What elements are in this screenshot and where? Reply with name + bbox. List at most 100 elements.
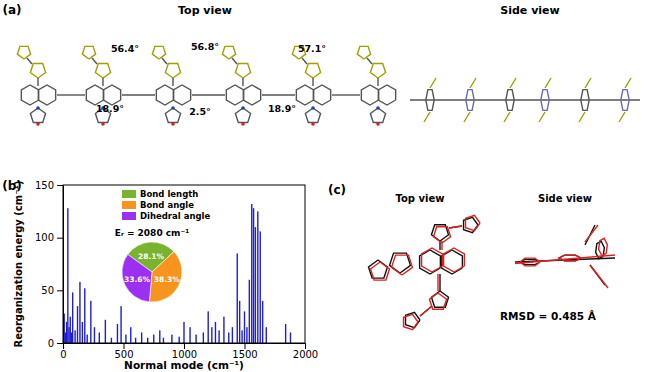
molecule-ring [357, 46, 370, 59]
molecule-bond [377, 78, 378, 86]
bar [84, 288, 85, 343]
molecule-atom [36, 122, 40, 126]
molecule-ring [86, 85, 103, 105]
molecule-ring [30, 108, 45, 122]
molecule-bond [172, 78, 173, 86]
molecule-ring [621, 90, 629, 111]
dihedral-angle: 2.5° [189, 106, 211, 117]
bar [66, 322, 67, 343]
molecule-ring [506, 90, 514, 111]
molecule-ring [426, 90, 434, 111]
tick-label: 50 [41, 285, 54, 296]
bar [111, 338, 112, 343]
tick-mark [57, 238, 63, 239]
bar [260, 231, 261, 343]
molecule-ring [378, 85, 395, 105]
molecule-ring [173, 85, 190, 105]
molecule-bond [420, 306, 432, 316]
molecule-bond [470, 78, 476, 88]
tick-label: 0 [48, 338, 54, 349]
bar [87, 335, 88, 343]
legend-entry: Dihedral angle [140, 211, 210, 221]
view-title: Side view [500, 4, 559, 17]
molecule-bond [464, 112, 470, 122]
bar [211, 327, 212, 343]
molecule-bond [579, 112, 585, 122]
bars [64, 204, 292, 343]
molecule-bond [439, 274, 440, 291]
bar [195, 335, 196, 343]
legend-entry: Bond angle [140, 200, 194, 210]
molecule-ring [370, 64, 385, 78]
bar [244, 311, 245, 343]
figure: (a)Top viewSide view56.4°56.8°57.1°18.9°… [0, 0, 650, 372]
molecule-atom [311, 106, 315, 110]
molecule-ring [235, 108, 250, 122]
plot-frame [63, 185, 305, 343]
molecule-ring [444, 248, 465, 272]
bar [159, 330, 160, 343]
molecule-ring [165, 64, 180, 78]
molecule-bond [367, 58, 372, 64]
bar [71, 332, 72, 343]
bar [208, 311, 209, 343]
molecule-bond [37, 78, 38, 86]
bar [266, 327, 267, 343]
tick: 50 [41, 285, 63, 296]
bar [251, 204, 252, 343]
molecule-bond [619, 112, 625, 122]
molecule-bond [57, 94, 85, 95]
bar [285, 324, 286, 343]
pie-title: Eᵣ = 2080 cm⁻¹ [115, 228, 189, 238]
molecule-ring [305, 64, 320, 78]
pie-data-label: 28.1% [138, 252, 165, 261]
legend-swatch [122, 190, 136, 198]
bar [105, 320, 106, 343]
bar [135, 338, 136, 343]
dihedral-angle: 18.9° [268, 103, 296, 114]
overlay-side-view [515, 225, 615, 288]
bar [70, 317, 71, 343]
molecule-bond [312, 78, 313, 86]
overlay-top-view [368, 215, 480, 329]
molecule-bond [424, 112, 430, 122]
bar [68, 327, 69, 343]
molecule-ring [599, 238, 608, 255]
molecule-ring [243, 85, 260, 105]
molecule-atom [376, 106, 380, 110]
tick: 100 [35, 232, 63, 243]
molecule-bond [242, 78, 243, 86]
molecule-bond [162, 58, 167, 64]
tick: 1500 [232, 343, 257, 360]
molecule-ring [370, 108, 385, 122]
bar [189, 327, 190, 343]
bar [65, 332, 66, 343]
molecule-ring [361, 85, 378, 105]
molecule-ring [466, 215, 480, 230]
panel-label: (a) [2, 3, 21, 17]
bar [141, 332, 142, 343]
molecule-ring [313, 85, 330, 105]
bar [257, 211, 258, 343]
molecule-ring [95, 64, 110, 78]
molecule-bond [332, 94, 360, 95]
molecule-bond [437, 274, 438, 291]
dihedral-angle: 57.1° [298, 43, 326, 54]
view-title: Top view [396, 193, 445, 204]
tick: 2000 [293, 343, 318, 360]
molecule-bond [192, 94, 225, 95]
x-axis-title: Normal mode (cm⁻¹) [124, 359, 244, 371]
bar [218, 330, 219, 343]
tick-mark [57, 185, 63, 186]
tick-mark [57, 290, 63, 291]
tick-label: 100 [35, 232, 54, 243]
molecule-bond [449, 226, 462, 228]
tick-label: 2000 [293, 349, 318, 360]
molecule-ring [156, 85, 173, 105]
molecule-ring [392, 255, 413, 275]
molecule-ring [305, 108, 320, 122]
view-title: Top view [178, 4, 232, 17]
molecule-atom [241, 106, 245, 110]
rmsd-label: RMSD = 0.485 Å [500, 310, 597, 322]
bar [72, 292, 73, 343]
